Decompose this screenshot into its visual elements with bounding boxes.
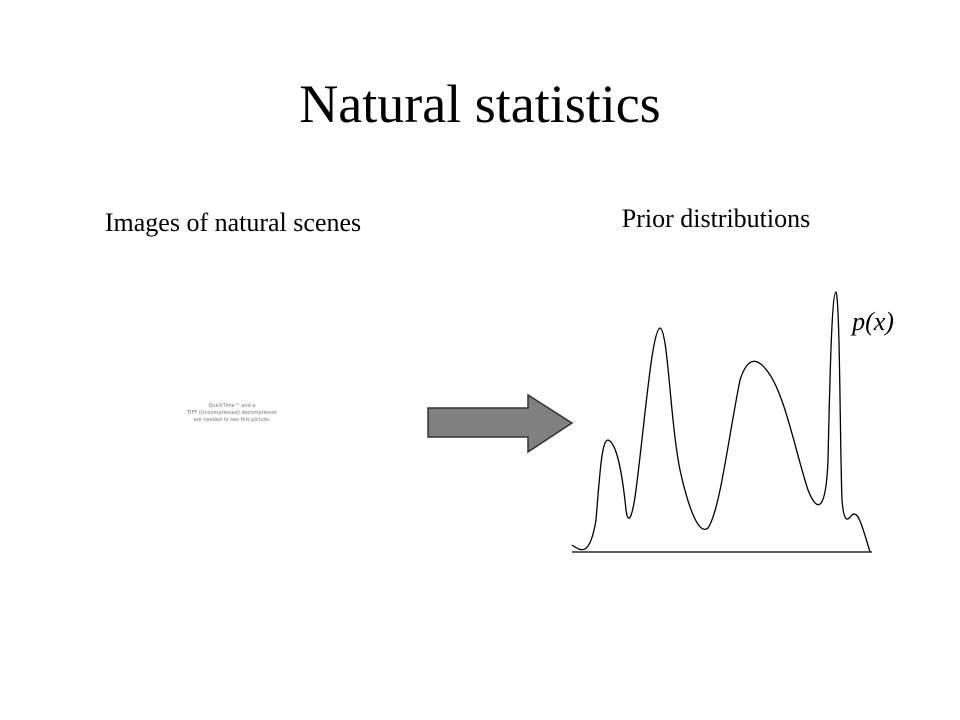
right-heading: Prior distributions	[622, 204, 811, 233]
placeholder-line: TIFF (Uncompressed) decompressor	[186, 410, 278, 416]
placeholder-line: are needed to see this picture.	[194, 417, 271, 423]
image-placeholder: QuickTime™ and a TIFF (Uncompressed) dec…	[186, 403, 278, 423]
arrow	[427, 393, 574, 454]
slide-title: Natural statistics	[299, 74, 660, 134]
curve-label: p(x)	[850, 307, 894, 336]
left-heading: Images of natural scenes	[105, 208, 361, 237]
placeholder-line: QuickTime™ and a	[208, 403, 255, 409]
distribution-curve	[571, 291, 871, 553]
